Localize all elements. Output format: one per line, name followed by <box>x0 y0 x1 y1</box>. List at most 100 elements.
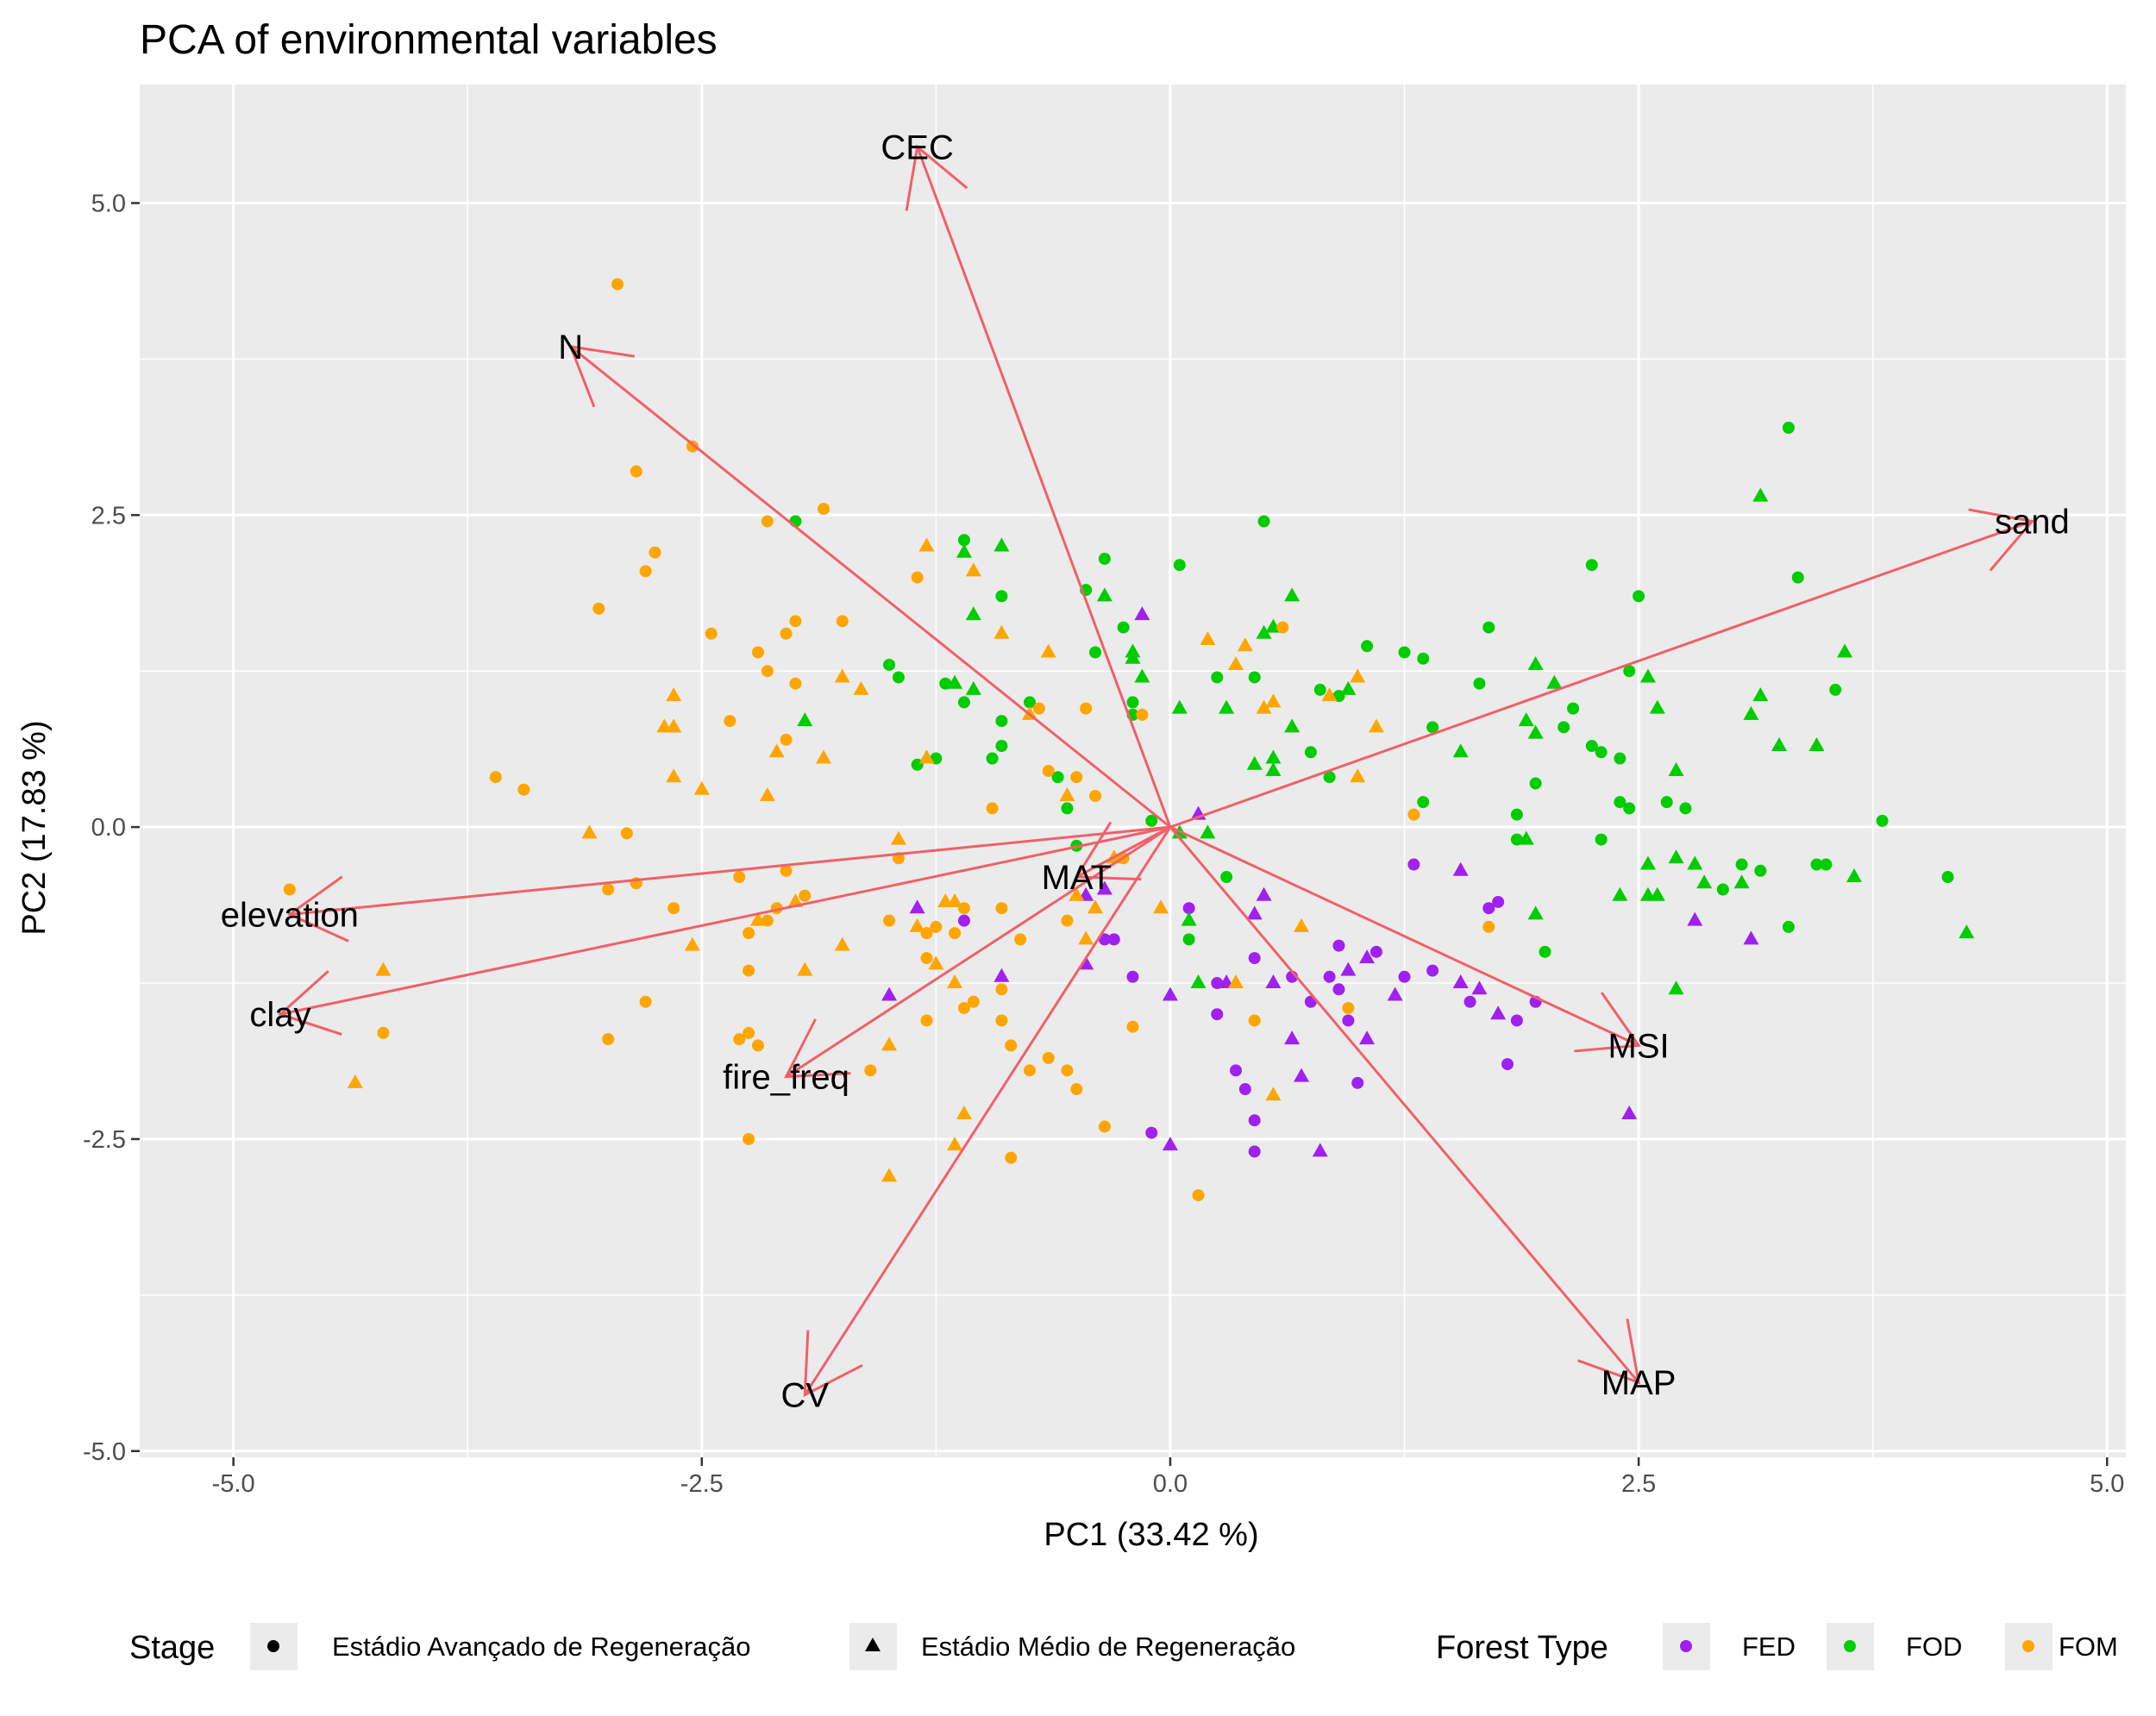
legend: Stage Estádio Avançado de Regeneração Es… <box>129 1623 2118 1670</box>
point-fom-advanced <box>649 546 661 559</box>
point-fed-advanced <box>1126 970 1139 983</box>
point-fom-medium <box>1040 643 1056 658</box>
point-fom-medium <box>816 749 832 764</box>
point-fed-advanced <box>1351 1076 1364 1089</box>
point-fod-medium <box>1219 699 1235 714</box>
loading-arrow-elevation <box>289 825 1171 916</box>
point-fom-advanced <box>883 914 896 927</box>
point-fod-medium <box>956 543 972 558</box>
point-fed-medium <box>1687 911 1703 926</box>
chart-title: PCA of environmental variables <box>140 17 718 63</box>
legend-forest-type-title: Forest Type <box>1436 1630 1608 1666</box>
point-fod-advanced <box>1595 833 1608 846</box>
point-fed-medium <box>1359 1030 1376 1045</box>
point-fed-advanced <box>1248 1145 1261 1158</box>
point-fod-medium <box>1639 668 1656 683</box>
point-fom-advanced <box>611 278 624 291</box>
loading-label-mat: MAT <box>1042 859 1112 897</box>
point-fod-advanced <box>1398 646 1411 659</box>
point-fod-advanced <box>1782 920 1795 933</box>
point-fod-advanced <box>1633 590 1645 603</box>
point-fom-advanced <box>1080 702 1093 715</box>
point-fom-medium <box>768 743 785 758</box>
point-fod-medium <box>1837 643 1853 658</box>
point-fom-advanced <box>995 902 1008 915</box>
point-fom-medium <box>834 936 850 951</box>
point-fod-medium <box>1846 868 1862 883</box>
point-fom-advanced <box>1024 1064 1037 1077</box>
point-fod-advanced <box>1623 665 1636 678</box>
point-fod-medium <box>1639 855 1656 870</box>
loading-arrowhead-msi <box>1574 992 1641 1053</box>
point-fod-advanced <box>1829 683 1842 696</box>
point-fom-medium <box>881 1168 898 1182</box>
point-fed-medium <box>1340 961 1357 976</box>
point-fod-advanced <box>1313 683 1326 696</box>
point-fod-advanced <box>1211 671 1224 684</box>
point-fom-medium <box>1227 655 1244 670</box>
point-fod-medium <box>1452 743 1469 758</box>
point-fom-medium <box>881 1036 898 1051</box>
axis-ticks: -5.0 -2.5 0.0 2.5 5.0 -5.0 -2.5 0.0 2.5 5.0 <box>83 190 2124 1498</box>
point-fom-advanced <box>1482 920 1495 933</box>
point-fod-medium <box>797 712 813 727</box>
point-fed-medium <box>1359 949 1376 964</box>
point-fom-advanced <box>761 515 774 528</box>
point-fod-medium <box>1668 849 1684 864</box>
point-fom-medium <box>1256 699 1272 714</box>
point-fod-advanced <box>1623 802 1636 815</box>
point-fom-medium <box>375 961 392 976</box>
point-fod-advanced <box>1585 559 1598 572</box>
point-fod-advanced <box>1782 422 1795 434</box>
point-fom-advanced <box>1136 708 1149 721</box>
point-fed-medium <box>993 968 1010 982</box>
loading-arrowhead-sand <box>1968 508 2035 572</box>
point-fod-advanced <box>1126 696 1139 709</box>
x-axis-title: PC1 (33.42 %) <box>1044 1517 1258 1553</box>
point-fed-advanced <box>1248 1114 1261 1127</box>
legend-label-fod: FOD <box>1906 1631 1962 1662</box>
point-fed-advanced <box>1426 964 1439 977</box>
point-fod-medium <box>1771 737 1788 752</box>
point-fod-medium <box>1612 886 1628 901</box>
point-fom-advanced <box>602 883 615 896</box>
x-tick-label: 5.0 <box>2090 1470 2124 1498</box>
point-fed-medium <box>1265 974 1282 989</box>
point-fom-medium <box>1087 899 1104 914</box>
point-fed-advanced <box>1332 939 1345 952</box>
point-fod-advanced <box>1567 702 1580 715</box>
point-fom-advanced <box>743 927 755 940</box>
point-fod-advanced <box>1051 771 1064 784</box>
point-fed-advanced <box>1182 902 1195 915</box>
loading-arrowhead-mat <box>1074 821 1142 881</box>
point-fom-advanced <box>780 864 793 877</box>
point-fod-medium <box>1134 668 1150 683</box>
point-fod-medium <box>1190 974 1206 989</box>
point-fom-advanced <box>1192 1189 1205 1202</box>
point-fod-medium <box>1125 649 1141 664</box>
point-fod-medium <box>1668 980 1684 995</box>
point-fod-medium <box>1265 762 1282 776</box>
point-fod-advanced <box>1473 677 1486 690</box>
point-fed-medium <box>1294 1068 1310 1082</box>
data-points <box>283 278 1975 1202</box>
point-fom-advanced <box>1248 1014 1261 1027</box>
point-fod-medium <box>1284 718 1300 733</box>
loading-arrowhead-cv <box>803 1330 863 1398</box>
loading-arrowhead-clay <box>278 970 342 1036</box>
point-fom-medium <box>1265 1087 1282 1101</box>
loading-label-map: MAP <box>1601 1364 1677 1402</box>
point-fom-medium <box>666 687 682 702</box>
point-fod-advanced <box>1791 571 1804 584</box>
point-fom-advanced <box>986 802 999 815</box>
point-fom-advanced <box>743 1132 755 1145</box>
point-fom-advanced <box>780 733 793 746</box>
point-fom-medium <box>1237 637 1253 652</box>
point-fod-advanced <box>1061 802 1074 815</box>
point-fod-advanced <box>1482 621 1495 634</box>
point-fom-medium <box>347 1074 363 1088</box>
point-fom-medium <box>1294 917 1310 932</box>
point-fod-advanced <box>1510 808 1523 821</box>
point-fom-advanced <box>639 565 652 578</box>
